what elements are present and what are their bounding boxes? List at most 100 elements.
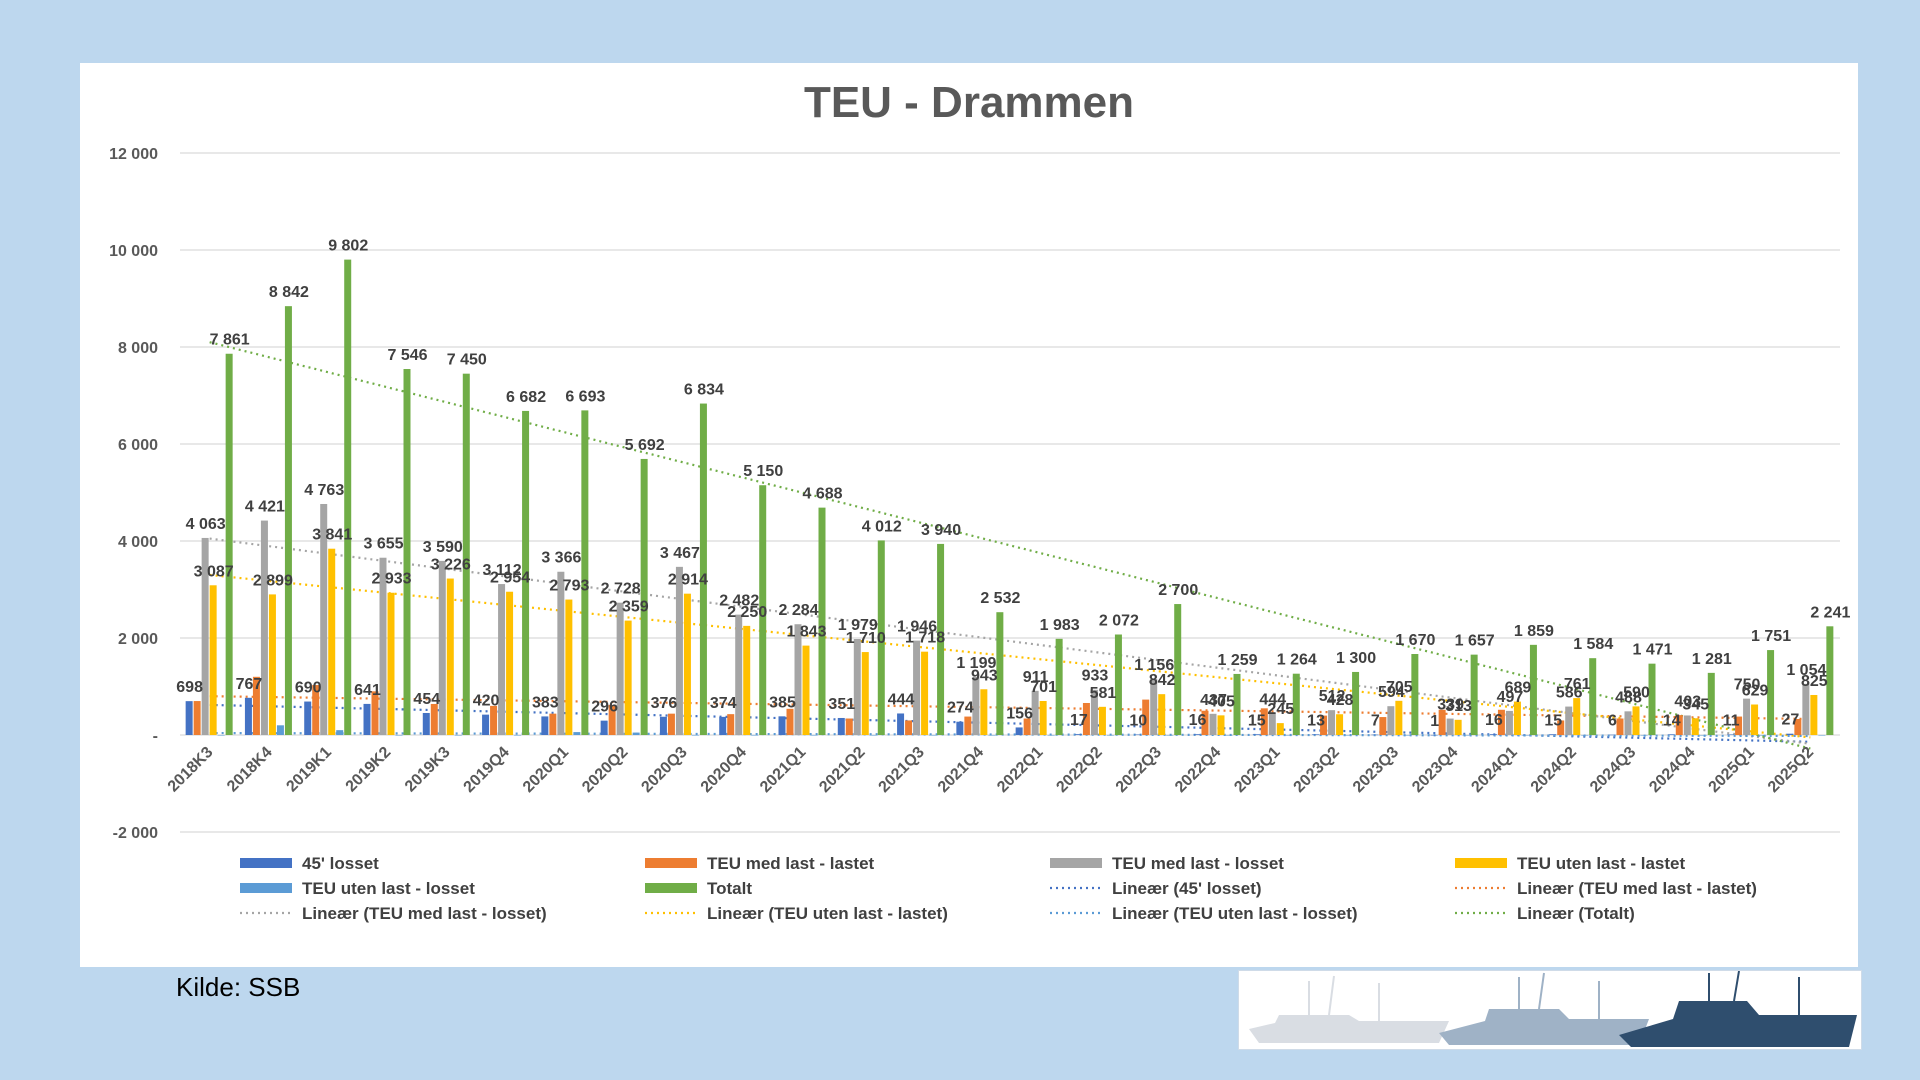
legend-swatch <box>645 858 697 868</box>
bar-45-losset <box>659 716 667 735</box>
bar-teu-uten-last-losset <box>1284 735 1292 736</box>
data-label: 1 983 <box>1040 617 1080 634</box>
bar-totalt <box>1589 658 1597 735</box>
bar-teu-med-last-losset <box>1743 698 1751 735</box>
data-label: 4 763 <box>304 482 344 499</box>
bar-teu-uten-last-lastet <box>802 645 810 735</box>
data-label: 403 <box>1674 693 1701 710</box>
bar-teu-med-last-losset <box>1150 678 1158 735</box>
x-tick-label: 2024Q1 <box>1468 744 1520 796</box>
data-label: 8 842 <box>269 284 309 301</box>
trendline <box>209 731 1811 738</box>
data-label: 767 <box>236 676 263 693</box>
data-label: 2 954 <box>490 570 530 587</box>
bar-teu-med-last-lastet <box>371 691 379 735</box>
bar-teu-uten-last-lastet <box>624 620 632 735</box>
legend-swatch <box>1455 858 1507 868</box>
data-label: 641 <box>354 682 381 699</box>
data-label: 16 <box>1485 712 1503 729</box>
ships-icon <box>1238 970 1862 1050</box>
bar-totalt <box>1411 654 1419 735</box>
data-label: 3 087 <box>194 563 234 580</box>
bar-teu-med-last-lastet <box>667 713 675 735</box>
bar-45-losset <box>304 701 312 735</box>
bar-teu-uten-last-lastet <box>1632 706 1640 735</box>
x-tick-label: 2018K3 <box>165 744 217 796</box>
data-label: 586 <box>1556 685 1583 702</box>
bar-totalt <box>344 259 352 735</box>
data-label: 9 802 <box>328 238 368 255</box>
legend-entry: Lineær (TEU uten last - lastet) <box>707 904 948 923</box>
bar-teu-uten-last-losset <box>632 732 640 735</box>
bar-teu-med-last-losset <box>557 571 565 735</box>
data-label: 705 <box>1386 679 1413 696</box>
bar-teu-med-last-losset <box>735 614 743 735</box>
data-label: 1 859 <box>1514 623 1554 640</box>
data-label: 512 <box>1319 688 1346 705</box>
x-tick-label: 2019K2 <box>343 744 395 796</box>
data-label: 690 <box>295 680 322 697</box>
bar-teu-uten-last-losset <box>1462 735 1470 736</box>
data-label: 1 718 <box>905 630 945 647</box>
data-label: 1 471 <box>1632 642 1672 659</box>
x-tick-label: 2020Q3 <box>638 744 690 796</box>
data-label: 4 688 <box>802 486 842 503</box>
data-label: 374 <box>710 695 737 712</box>
bar-teu-uten-last-losset <box>1225 735 1233 736</box>
bar-teu-uten-last-losset <box>1759 735 1767 736</box>
data-label: 15 <box>1248 712 1266 729</box>
bar-teu-med-last-losset <box>1328 710 1336 735</box>
data-label: 1 843 <box>786 624 826 641</box>
bar-teu-uten-last-losset <box>276 725 284 735</box>
legend-entry: TEU med last - lastet <box>707 854 875 873</box>
legend-entry: Lineær (TEU uten last - losset) <box>1112 904 1358 923</box>
bar-teu-med-last-lastet <box>964 716 972 735</box>
y-tick-label: 12 000 <box>109 146 158 163</box>
data-label: 1 670 <box>1395 632 1435 649</box>
bar-45-losset <box>1252 734 1260 735</box>
y-tick-label: 4 000 <box>118 534 158 551</box>
data-label: 274 <box>947 700 974 717</box>
data-label: 376 <box>651 695 678 712</box>
data-label: 10 <box>1129 713 1147 730</box>
bar-teu-med-last-lastet <box>1023 718 1031 735</box>
x-tick-label: 2022Q2 <box>1053 744 1105 796</box>
bar-teu-uten-last-losset <box>514 735 522 736</box>
x-tick-label: 2019K3 <box>402 744 454 796</box>
bar-teu-med-last-losset <box>379 557 387 735</box>
bar-teu-med-last-lastet <box>1379 717 1387 735</box>
data-label: 405 <box>1208 693 1235 710</box>
bar-45-losset <box>1193 734 1201 735</box>
bar-teu-uten-last-losset <box>1581 735 1589 736</box>
bar-teu-med-last-lastet <box>1557 720 1565 735</box>
bar-45-losset <box>1371 734 1379 736</box>
legend-entry: Lineær (TEU med last - lastet) <box>1517 879 1757 898</box>
x-tick-label: 2025Q1 <box>1706 744 1758 796</box>
bar-45-losset <box>837 717 845 735</box>
bar-totalt <box>1767 650 1775 735</box>
data-label: 689 <box>1505 680 1532 697</box>
bar-teu-uten-last-lastet <box>565 599 573 735</box>
x-tick-label: 2019K1 <box>283 744 335 796</box>
bar-teu-uten-last-losset <box>751 735 759 736</box>
bar-teu-med-last-losset <box>853 639 861 735</box>
data-label: 1 751 <box>1751 628 1791 645</box>
bar-teu-med-last-lastet <box>490 705 498 735</box>
data-label: 351 <box>828 696 855 713</box>
data-label: 2 072 <box>1099 613 1139 630</box>
x-tick-label: 2020Q2 <box>579 744 631 796</box>
data-label: 7 <box>1371 713 1380 730</box>
bar-teu-med-last-losset <box>1031 690 1039 735</box>
data-label: 3 467 <box>660 545 700 562</box>
legend-entry: Lineær (45' losset) <box>1112 879 1262 898</box>
bar-totalt <box>1352 671 1360 735</box>
data-label: 629 <box>1742 682 1769 699</box>
x-tick-label: 2024Q4 <box>1646 744 1698 796</box>
data-label: 2 250 <box>727 604 767 621</box>
bar-teu-med-last-lastet <box>1142 699 1150 735</box>
chart-panel: TEU - Drammen 12 000 10 000 8 000 6 000 4 00… <box>80 63 1858 967</box>
bar-teu-med-last-losset <box>1802 683 1810 735</box>
legend-entry: TEU med last - losset <box>1112 854 1284 873</box>
data-label: 313 <box>1445 698 1472 715</box>
